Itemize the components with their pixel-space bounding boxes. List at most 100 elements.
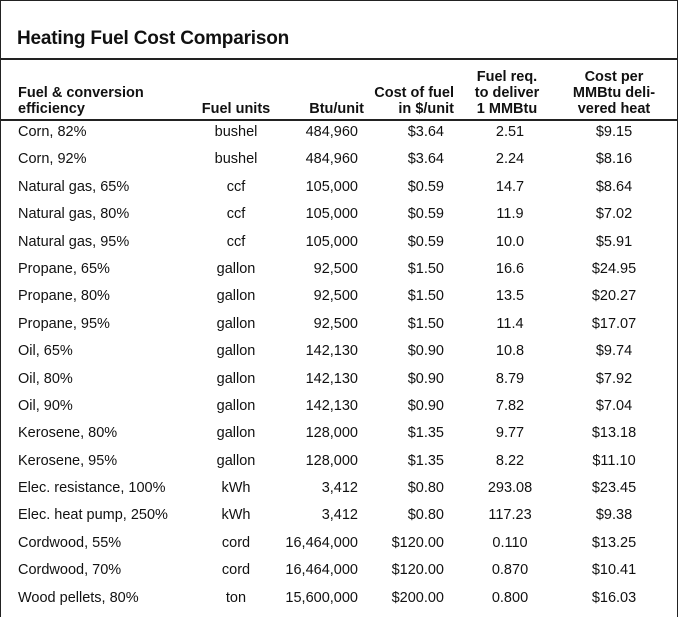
cell-cost-per-mmbtu: $10.41	[591, 562, 637, 579]
cell-cost-per-mmbtu: $7.92	[595, 370, 633, 387]
table-row: Oil, 65% gallon 142,130 $0.90 10.8 $9.74	[0, 339, 678, 366]
cell-cost: $0.59	[407, 206, 444, 223]
table-row: Natural gas, 80% ccf 105,000 $0.59 11.9 …	[0, 202, 678, 229]
cell-cost: $1.50	[407, 260, 444, 277]
cell-fuel-required: 117.23	[488, 507, 532, 524]
cell-fuel-required: 2.24	[495, 151, 525, 168]
table-row: Corn, 92% bushel 484,960 $3.64 2.24 $8.1…	[0, 147, 678, 174]
cell-cost-per-mmbtu: $8.16	[595, 151, 633, 168]
cell-cost: $0.59	[407, 178, 444, 195]
cell-btu: 105,000	[305, 178, 358, 195]
column-header-cost-per-mmbtu-line: MMBtu deli-	[572, 85, 656, 101]
cell-btu: 92,500	[313, 288, 358, 305]
column-header-units: Fuel units	[196, 63, 276, 117]
cell-fuel-required: 8.22	[495, 452, 525, 469]
table-row: Kerosene, 80% gallon 128,000 $1.35 9.77 …	[0, 421, 678, 448]
cell-fuel: Oil, 80%	[18, 370, 73, 387]
cell-btu: 128,000	[305, 452, 358, 469]
table-row: Natural gas, 65% ccf 105,000 $0.59 14.7 …	[0, 175, 678, 202]
cell-fuel-required: 11.4	[496, 315, 524, 332]
cell-fuel: Elec. heat pump, 250%	[18, 507, 168, 524]
cell-units: bushel	[214, 151, 258, 168]
table-row: Oil, 80% gallon 142,130 $0.90 8.79 $7.92	[0, 367, 678, 394]
column-header-fuel-required-line: 1 MMBtu	[476, 101, 538, 117]
cell-fuel: Natural gas, 65%	[18, 178, 130, 195]
column-header-fuel-line: Fuel & conversion	[18, 85, 144, 101]
cell-cost: $0.90	[407, 370, 444, 387]
cell-fuel-required: 10.8	[495, 343, 525, 360]
cell-cost: $0.59	[407, 233, 444, 250]
cell-fuel-required: 8.79	[495, 370, 525, 387]
cell-units: gallon	[216, 288, 256, 305]
cell-btu: 142,130	[305, 343, 358, 360]
cell-fuel-required: 14.7	[495, 178, 525, 195]
cell-fuel-required: 9.77	[495, 425, 525, 442]
cell-units: gallon	[216, 260, 256, 277]
cell-cost: $200.00	[391, 589, 444, 606]
cell-btu: 128,000	[305, 425, 358, 442]
table-row: Propane, 65% gallon 92,500 $1.50 16.6 $2…	[0, 257, 678, 284]
cell-cost-per-mmbtu: $24.95	[591, 260, 637, 277]
cell-fuel: Oil, 65%	[18, 343, 73, 360]
cell-cost-per-mmbtu: $7.04	[595, 397, 633, 414]
cell-cost-per-mmbtu: $20.27	[591, 288, 637, 305]
cell-cost-per-mmbtu: $16.03	[591, 589, 637, 606]
header-bottom-rule	[0, 119, 678, 121]
table-row: Elec. resistance, 100% kWh 3,412 $0.80 2…	[0, 476, 678, 503]
cell-cost: $3.64	[407, 124, 444, 140]
cell-units: gallon	[216, 343, 256, 360]
cell-cost-per-mmbtu: $13.18	[591, 425, 637, 442]
table-row: Propane, 95% gallon 92,500 $1.50 11.4 $1…	[0, 312, 678, 339]
column-header-fuel-required-line: Fuel req.	[476, 69, 538, 85]
column-header-cost-per-mmbtu: Cost per MMBtu deli- vered heat	[566, 63, 662, 117]
cell-fuel: Cordwood, 55%	[18, 534, 122, 551]
cell-cost: $0.80	[407, 480, 444, 497]
column-header-cost: Cost of fuel in $/unit	[368, 63, 454, 117]
table-row: Cordwood, 55% cord 16,464,000 $120.00 0.…	[0, 531, 678, 558]
cell-fuel-required: 293.08	[487, 480, 533, 497]
cell-btu: 92,500	[313, 260, 358, 277]
cell-btu: 3,412	[321, 480, 358, 497]
cell-units: bushel	[214, 124, 258, 140]
cell-fuel: Cordwood, 70%	[18, 562, 122, 579]
cell-fuel: Natural gas, 80%	[18, 206, 130, 223]
table-row: Natural gas, 95% ccf 105,000 $0.59 10.0 …	[0, 230, 678, 257]
cell-fuel: Propane, 95%	[18, 315, 110, 332]
table-body: Corn, 82% bushel 484,960 $3.64 2.51 $9.1…	[0, 120, 678, 613]
cell-fuel: Kerosene, 80%	[18, 425, 118, 442]
column-header-fuel-line: efficiency	[18, 101, 85, 117]
cell-fuel: Oil, 90%	[18, 397, 73, 414]
cell-fuel-required: 0.800	[491, 589, 529, 606]
cell-fuel: Propane, 65%	[18, 260, 110, 277]
table-row: Oil, 90% gallon 142,130 $0.90 7.82 $7.04	[0, 394, 678, 421]
cell-cost-per-mmbtu: $17.07	[591, 315, 637, 332]
cell-fuel: Corn, 82%	[18, 124, 87, 140]
cell-units: kWh	[221, 480, 251, 497]
cell-btu: 16,464,000	[285, 562, 358, 579]
cell-units: kWh	[221, 507, 251, 524]
cell-units: ton	[225, 589, 247, 606]
cell-units: cord	[221, 534, 251, 551]
cell-cost: $0.80	[407, 507, 444, 524]
cell-cost-per-mmbtu: $8.64	[595, 178, 633, 195]
cell-units: gallon	[216, 315, 256, 332]
table-row: Wood pellets, 80% ton 15,600,000 $200.00…	[0, 586, 678, 613]
column-header-cost-per-mmbtu-line: vered heat	[577, 101, 651, 117]
column-header-fuel-required: Fuel req. to deliver 1 MMBtu	[459, 63, 555, 117]
cell-cost-per-mmbtu: $23.45	[591, 480, 637, 497]
cell-cost: $1.50	[407, 315, 444, 332]
cell-units: gallon	[216, 452, 256, 469]
cell-units: ccf	[226, 206, 246, 223]
cell-fuel-required: 13.5	[495, 288, 525, 305]
cell-btu: 484,960	[305, 151, 358, 168]
cell-fuel: Natural gas, 95%	[18, 233, 130, 250]
cell-cost: $120.00	[391, 534, 444, 551]
cell-fuel: Corn, 92%	[18, 151, 87, 168]
column-header-cost-line: Cost of fuel	[374, 85, 454, 101]
cell-fuel: Wood pellets, 80%	[18, 589, 139, 606]
table-row: Cordwood, 70% cord 16,464,000 $120.00 0.…	[0, 558, 678, 585]
cell-cost: $0.90	[407, 343, 444, 360]
column-header-fuel: Fuel & conversion efficiency	[18, 63, 208, 117]
table-row: Corn, 82% bushel 484,960 $3.64 2.51 $9.1…	[0, 120, 678, 147]
